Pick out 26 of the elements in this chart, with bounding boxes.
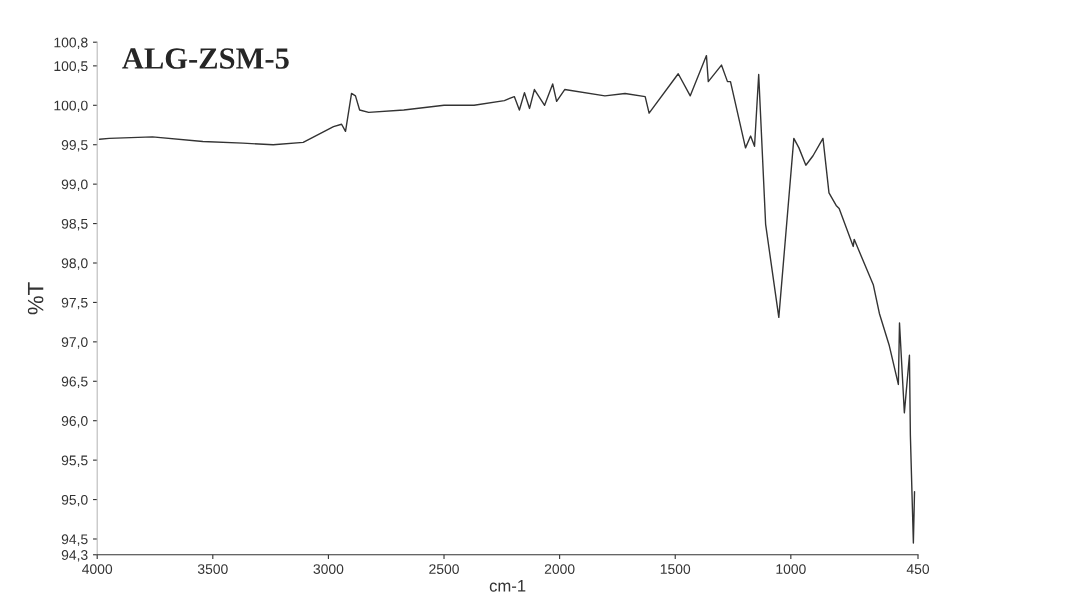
y-tick-label: 99,5 [61, 140, 88, 152]
x-tick-label: 450 [906, 564, 930, 574]
x-tick-label: 2500 [429, 564, 459, 574]
y-tick-label: 95,5 [61, 455, 88, 467]
y-axis-title: %T [27, 282, 44, 315]
y-tick-label: 100,0 [54, 100, 88, 113]
y-tick-label: 100,8 [54, 37, 88, 50]
y-tick-label: 96,5 [61, 376, 88, 389]
y-tick-label: 97,0 [61, 337, 88, 349]
x-tick-label: 3000 [313, 564, 344, 574]
x-axis-title: cm-1 [489, 580, 526, 592]
y-tick-label: 94,3 [61, 550, 88, 562]
chart-title: ALG-ZSM-5 [122, 48, 289, 69]
x-tick-label: 4000 [82, 564, 113, 574]
x-tick-label: 2000 [544, 564, 575, 574]
y-tick-label: 99,0 [61, 179, 88, 191]
y-tick-label: 94,5 [61, 534, 88, 546]
x-tick-label: 1500 [660, 564, 691, 574]
y-tick-label: 100,5 [54, 61, 88, 73]
y-tick-label: 95,0 [61, 494, 88, 507]
y-tick-label: 98,0 [61, 258, 88, 270]
y-tick-label: 97,5 [61, 297, 88, 310]
y-tick-label: 98,5 [61, 218, 88, 231]
y-tick-label: 96,0 [61, 416, 88, 428]
x-tick-label: 1000 [776, 564, 806, 574]
x-tick-label: 3500 [197, 564, 228, 574]
